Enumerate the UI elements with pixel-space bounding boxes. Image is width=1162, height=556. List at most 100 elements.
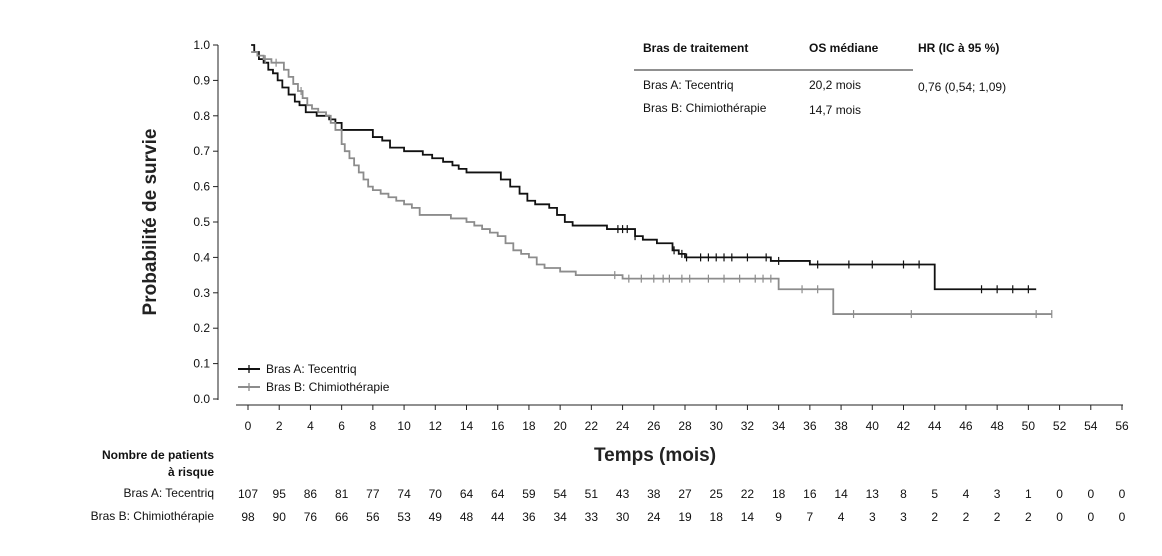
y-tick-label: 0.3 (193, 286, 210, 300)
series-line-a (251, 44, 1037, 291)
risk-value: 27 (678, 487, 692, 501)
y-tick-label: 0.0 (193, 392, 210, 406)
risk-value: 14 (834, 487, 848, 501)
summary-row-b-median: 14,7 mois (809, 103, 861, 117)
y-axis-title: Probabilité de survie (140, 129, 161, 316)
risk-value: 18 (772, 487, 786, 501)
risk-value: 49 (429, 510, 443, 524)
y-tick-label: 1.0 (193, 38, 210, 52)
survival-curves (251, 44, 1053, 319)
summary-table: Bras de traitement OS médiane HR (IC à 9… (634, 41, 1006, 117)
x-tick-label: 32 (741, 419, 755, 433)
risk-value: 0 (1119, 510, 1126, 524)
risk-table-title-line1: Nombre de patients (102, 448, 214, 462)
risk-value: 81 (335, 487, 349, 501)
risk-value: 24 (647, 510, 661, 524)
x-tick-label: 38 (834, 419, 848, 433)
risk-value: 3 (869, 510, 876, 524)
risk-value: 8 (900, 487, 907, 501)
x-tick-label: 20 (553, 419, 567, 433)
risk-value: 53 (397, 510, 411, 524)
y-tick-label: 0.8 (193, 109, 210, 123)
y-tick-label: 0.1 (193, 357, 210, 371)
risk-value: 54 (553, 487, 567, 501)
risk-value: 95 (273, 487, 287, 501)
summary-row-b-arm: Bras B: Chimiothérapie (643, 101, 767, 115)
summary-row-a-median: 20,2 mois (809, 78, 861, 92)
risk-value: 59 (522, 487, 536, 501)
legend-label-a: Bras A: Tecentriq (266, 362, 357, 376)
legend: Bras A: Tecentriq Bras B: Chimiothérapie (238, 362, 390, 394)
risk-value: 86 (304, 487, 318, 501)
legend-swatch-a (238, 365, 260, 373)
risk-value: 25 (710, 487, 724, 501)
risk-value: 43 (616, 487, 630, 501)
risk-value: 48 (460, 510, 474, 524)
risk-value: 13 (866, 487, 880, 501)
risk-value: 51 (585, 487, 599, 501)
y-tick-label: 0.7 (193, 144, 210, 158)
x-tick-label: 44 (928, 419, 942, 433)
risk-value: 22 (741, 487, 755, 501)
summary-header-arm: Bras de traitement (643, 41, 748, 55)
x-tick-label: 16 (491, 419, 505, 433)
risk-value: 38 (647, 487, 661, 501)
risk-value: 36 (522, 510, 536, 524)
x-tick-label: 40 (866, 419, 880, 433)
risk-value: 3 (900, 510, 907, 524)
risk-value: 1 (1025, 487, 1032, 501)
x-tick-label: 46 (959, 419, 973, 433)
risk-value: 77 (366, 487, 380, 501)
risk-value: 4 (963, 487, 970, 501)
x-tick-label: 12 (429, 419, 443, 433)
x-tick-label: 52 (1053, 419, 1067, 433)
risk-value: 2 (963, 510, 970, 524)
risk-value: 2 (1025, 510, 1032, 524)
risk-value: 64 (491, 487, 505, 501)
x-tick-label: 34 (772, 419, 786, 433)
risk-table: Nombre de patients à risque Bras A: Tece… (91, 448, 1126, 524)
series-line-b (251, 51, 1052, 315)
risk-value: 98 (241, 510, 255, 524)
risk-value: 5 (931, 487, 938, 501)
y-tick-label: 0.5 (193, 215, 210, 229)
x-tick-label: 24 (616, 419, 630, 433)
x-tick-label: 36 (803, 419, 817, 433)
risk-value: 0 (1087, 510, 1094, 524)
x-tick-label: 50 (1022, 419, 1036, 433)
x-tick-label: 56 (1115, 419, 1129, 433)
risk-row-label-b: Bras B: Chimiothérapie (91, 509, 215, 523)
risk-value: 14 (741, 510, 755, 524)
summary-header-hr: HR (IC à 95 %) (918, 41, 999, 55)
risk-value: 7 (807, 510, 814, 524)
x-tick-label: 26 (647, 419, 661, 433)
risk-table-values: 107 95 86 81 77 74 70 64 64 59 54 51 43 38 27 25 22 18 16 1… (238, 487, 1126, 524)
y-tick-label: 0.6 (193, 180, 210, 194)
x-tick-label: 8 (370, 419, 377, 433)
risk-value: 74 (397, 487, 411, 501)
x-tick-label: 6 (338, 419, 345, 433)
risk-value: 19 (678, 510, 692, 524)
risk-value: 76 (304, 510, 318, 524)
risk-row-label-a: Bras A: Tecentriq (124, 486, 215, 500)
x-tick-label: 18 (522, 419, 536, 433)
risk-value: 56 (366, 510, 380, 524)
risk-value: 2 (994, 510, 1001, 524)
risk-value: 107 (238, 487, 258, 501)
x-tick-label: 28 (678, 419, 692, 433)
y-axis-ticks: 0.0 0.1 0.2 0.3 0.4 0.5 0.6 0.7 0.8 0.9 1.0 (193, 38, 218, 406)
x-tick-label: 2 (276, 419, 283, 433)
legend-swatch-b (238, 383, 260, 391)
legend-label-b: Bras B: Chimiothérapie (266, 380, 390, 394)
x-axis-title: Temps (mois) (594, 445, 716, 466)
x-tick-label: 54 (1084, 419, 1098, 433)
y-tick-label: 0.9 (193, 73, 210, 87)
x-axis-ticks: 0 2 4 6 8 10 12 14 16 18 20 22 24 26 28 30 32 34 36 38 40 42 4… (245, 405, 1129, 433)
risk-value: 3 (994, 487, 1001, 501)
risk-value: 0 (1119, 487, 1126, 501)
summary-header-median: OS médiane (809, 41, 879, 55)
y-tick-label: 0.4 (193, 250, 210, 264)
risk-value: 9 (775, 510, 782, 524)
risk-value: 4 (838, 510, 845, 524)
